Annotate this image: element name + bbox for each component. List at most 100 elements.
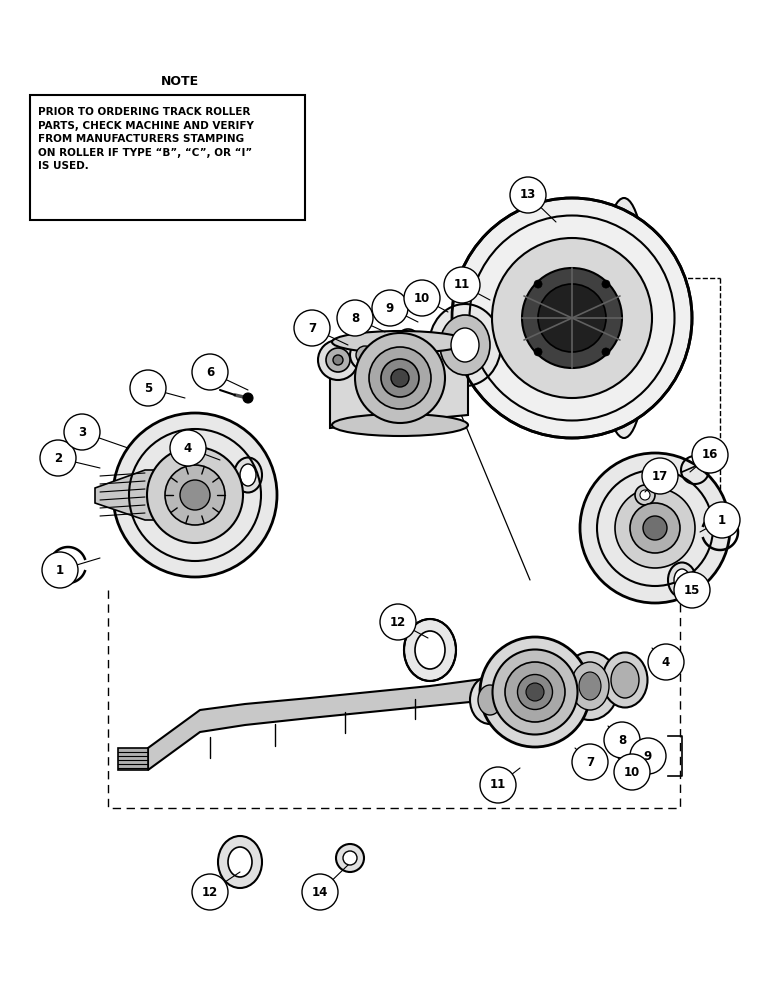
Ellipse shape (602, 280, 610, 288)
Circle shape (674, 572, 710, 608)
Text: PRIOR TO ORDERING TRACK ROLLER
PARTS, CHECK MACHINE AND VERIFY
FROM MANUFACTURER: PRIOR TO ORDERING TRACK ROLLER PARTS, CH… (38, 107, 254, 171)
Text: 14: 14 (312, 886, 328, 898)
Text: 1: 1 (56, 564, 64, 576)
Text: 7: 7 (308, 322, 316, 334)
Circle shape (380, 604, 416, 640)
Ellipse shape (451, 328, 479, 362)
Text: 3: 3 (78, 426, 86, 438)
Text: 9: 9 (386, 302, 394, 314)
Ellipse shape (333, 355, 343, 365)
Ellipse shape (681, 490, 709, 566)
Ellipse shape (602, 652, 648, 708)
Text: 2: 2 (54, 452, 62, 464)
Ellipse shape (343, 851, 357, 865)
Circle shape (480, 767, 516, 803)
Circle shape (692, 437, 728, 473)
Text: 12: 12 (201, 886, 218, 898)
Text: 10: 10 (414, 292, 430, 304)
Circle shape (704, 502, 740, 538)
Circle shape (444, 267, 480, 303)
Circle shape (40, 440, 76, 476)
Ellipse shape (470, 676, 510, 724)
Ellipse shape (674, 569, 690, 591)
Ellipse shape (615, 488, 695, 568)
Polygon shape (330, 338, 468, 428)
Ellipse shape (534, 280, 542, 288)
Ellipse shape (517, 674, 553, 710)
Ellipse shape (318, 340, 358, 380)
Ellipse shape (326, 348, 350, 372)
Text: 13: 13 (520, 188, 536, 202)
Ellipse shape (243, 393, 253, 403)
Text: 10: 10 (624, 766, 640, 778)
Text: 4: 4 (184, 442, 192, 454)
Ellipse shape (240, 464, 256, 486)
Circle shape (648, 644, 684, 680)
Text: 4: 4 (662, 656, 670, 668)
Ellipse shape (332, 414, 468, 436)
Ellipse shape (522, 268, 622, 368)
Ellipse shape (332, 331, 468, 353)
FancyBboxPatch shape (30, 95, 305, 220)
Ellipse shape (218, 836, 262, 888)
Ellipse shape (609, 216, 639, 420)
Ellipse shape (234, 458, 262, 492)
Text: 8: 8 (351, 312, 359, 324)
Ellipse shape (526, 683, 544, 701)
Ellipse shape (635, 485, 655, 505)
Circle shape (192, 354, 228, 390)
Text: 16: 16 (702, 448, 718, 462)
Ellipse shape (381, 359, 419, 397)
Text: 17: 17 (652, 470, 668, 483)
Ellipse shape (355, 333, 445, 423)
Text: 15: 15 (684, 584, 700, 596)
Ellipse shape (415, 631, 445, 669)
Circle shape (130, 370, 166, 406)
Ellipse shape (579, 672, 601, 700)
Ellipse shape (538, 284, 606, 352)
Polygon shape (118, 748, 148, 770)
Text: 6: 6 (206, 365, 214, 378)
Text: 5: 5 (144, 381, 152, 394)
Circle shape (404, 280, 440, 316)
Ellipse shape (599, 198, 649, 438)
Ellipse shape (429, 304, 501, 386)
Ellipse shape (356, 346, 374, 364)
Ellipse shape (534, 348, 542, 356)
Circle shape (372, 290, 408, 326)
Ellipse shape (147, 447, 243, 543)
Circle shape (192, 874, 228, 910)
Ellipse shape (391, 369, 409, 387)
Ellipse shape (478, 685, 502, 715)
Text: 11: 11 (490, 778, 506, 792)
Text: 1: 1 (718, 514, 726, 526)
Ellipse shape (180, 480, 210, 510)
Ellipse shape (668, 562, 696, 597)
Ellipse shape (397, 329, 419, 351)
Circle shape (337, 300, 373, 336)
Ellipse shape (373, 336, 397, 360)
Text: 9: 9 (644, 750, 652, 762)
Circle shape (64, 414, 100, 450)
Polygon shape (148, 668, 580, 770)
Ellipse shape (452, 198, 692, 438)
Ellipse shape (643, 516, 667, 540)
Ellipse shape (630, 503, 680, 553)
Ellipse shape (611, 662, 639, 698)
Text: 11: 11 (454, 278, 470, 292)
Text: 8: 8 (618, 734, 626, 746)
Text: 12: 12 (390, 615, 406, 629)
Ellipse shape (561, 652, 619, 720)
Ellipse shape (505, 662, 565, 722)
Text: 7: 7 (586, 756, 594, 768)
Text: NOTE: NOTE (161, 75, 199, 88)
Ellipse shape (480, 637, 590, 747)
Circle shape (572, 744, 608, 780)
Ellipse shape (602, 348, 610, 356)
Ellipse shape (165, 465, 225, 525)
Polygon shape (95, 470, 162, 520)
Ellipse shape (493, 650, 577, 734)
Ellipse shape (113, 413, 277, 577)
Circle shape (294, 310, 330, 346)
Ellipse shape (492, 238, 652, 398)
